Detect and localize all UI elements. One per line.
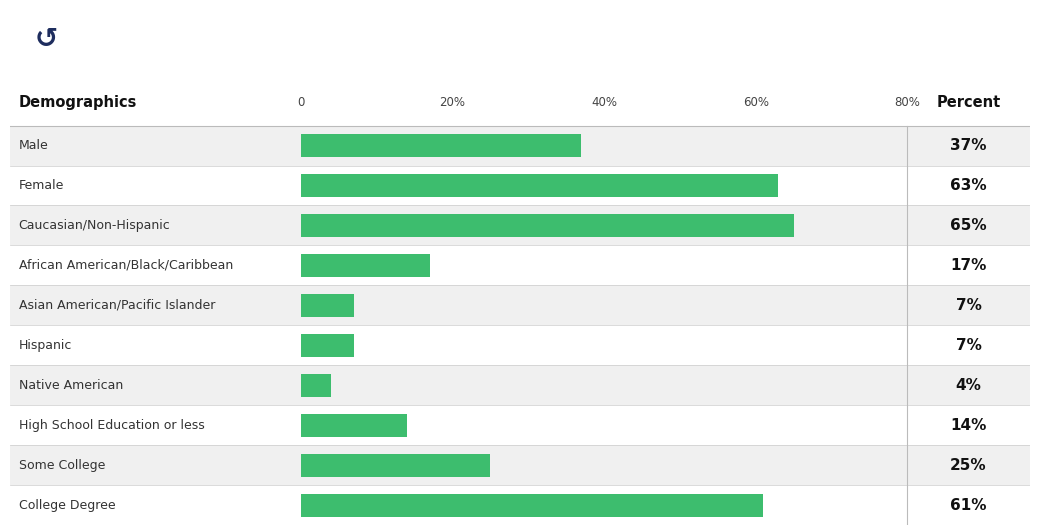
Text: 60%: 60% — [743, 96, 769, 109]
Bar — [10, 365, 1030, 406]
Text: College Degree: College Degree — [19, 499, 115, 512]
Text: Hispanic: Hispanic — [19, 339, 72, 352]
Text: 17%: 17% — [951, 258, 987, 273]
Bar — [301, 334, 354, 357]
Text: Some College: Some College — [19, 459, 105, 472]
Text: African American/Black/Caribbean: African American/Black/Caribbean — [19, 259, 233, 272]
Text: Asian American/Pacific Islander: Asian American/Pacific Islander — [19, 299, 215, 312]
Text: 4%: 4% — [956, 378, 982, 393]
Bar — [10, 485, 1030, 525]
Bar — [301, 414, 407, 437]
Text: 40%: 40% — [591, 96, 617, 109]
Text: Ⅰ: Ⅰ — [840, 30, 846, 49]
Bar — [10, 205, 1030, 246]
Text: 7%: 7% — [956, 338, 982, 353]
Text: 14%: 14% — [951, 418, 987, 433]
Text: Caucasian/Non-Hispanic: Caucasian/Non-Hispanic — [19, 219, 171, 232]
Bar — [865, 8, 874, 67]
Bar — [301, 294, 354, 317]
Text: Percent: Percent — [936, 95, 1000, 109]
Bar — [10, 126, 1030, 165]
Text: High School Education or less: High School Education or less — [19, 419, 204, 432]
Text: DEFINE: DEFINE — [892, 30, 966, 48]
Bar — [878, 0, 886, 67]
Text: 37%: 37% — [951, 138, 987, 153]
Bar — [10, 446, 1030, 485]
Text: Male: Male — [19, 139, 48, 152]
Text: Demographics: Demographics — [19, 95, 137, 109]
Bar — [10, 325, 1030, 365]
Text: ↺: ↺ — [34, 25, 57, 53]
Bar — [10, 406, 1030, 446]
Bar — [301, 454, 491, 477]
Bar — [301, 174, 778, 197]
Bar — [301, 134, 581, 157]
Text: FINANCIAL: FINANCIAL — [945, 30, 1040, 48]
Text: 61%: 61% — [951, 498, 987, 513]
Bar — [10, 246, 1030, 286]
Text: Female: Female — [19, 179, 63, 192]
Bar — [853, 23, 861, 67]
Text: 0: 0 — [297, 96, 305, 109]
Text: 80%: 80% — [894, 96, 920, 109]
Bar — [301, 254, 430, 277]
Bar — [10, 165, 1030, 205]
Bar — [301, 214, 794, 237]
Text: 65%: 65% — [951, 218, 987, 233]
Text: Native American: Native American — [19, 379, 123, 392]
Text: 7%: 7% — [956, 298, 982, 313]
Text: Demographics: Victims of Identity Theft: Demographics: Victims of Identity Theft — [88, 29, 591, 49]
Bar — [301, 374, 331, 397]
Text: 63%: 63% — [951, 178, 987, 193]
Text: 20%: 20% — [440, 96, 466, 109]
FancyBboxPatch shape — [0, 5, 122, 73]
Bar — [840, 39, 849, 67]
Text: 25%: 25% — [951, 458, 987, 473]
Bar — [10, 286, 1030, 325]
Bar — [301, 494, 763, 517]
